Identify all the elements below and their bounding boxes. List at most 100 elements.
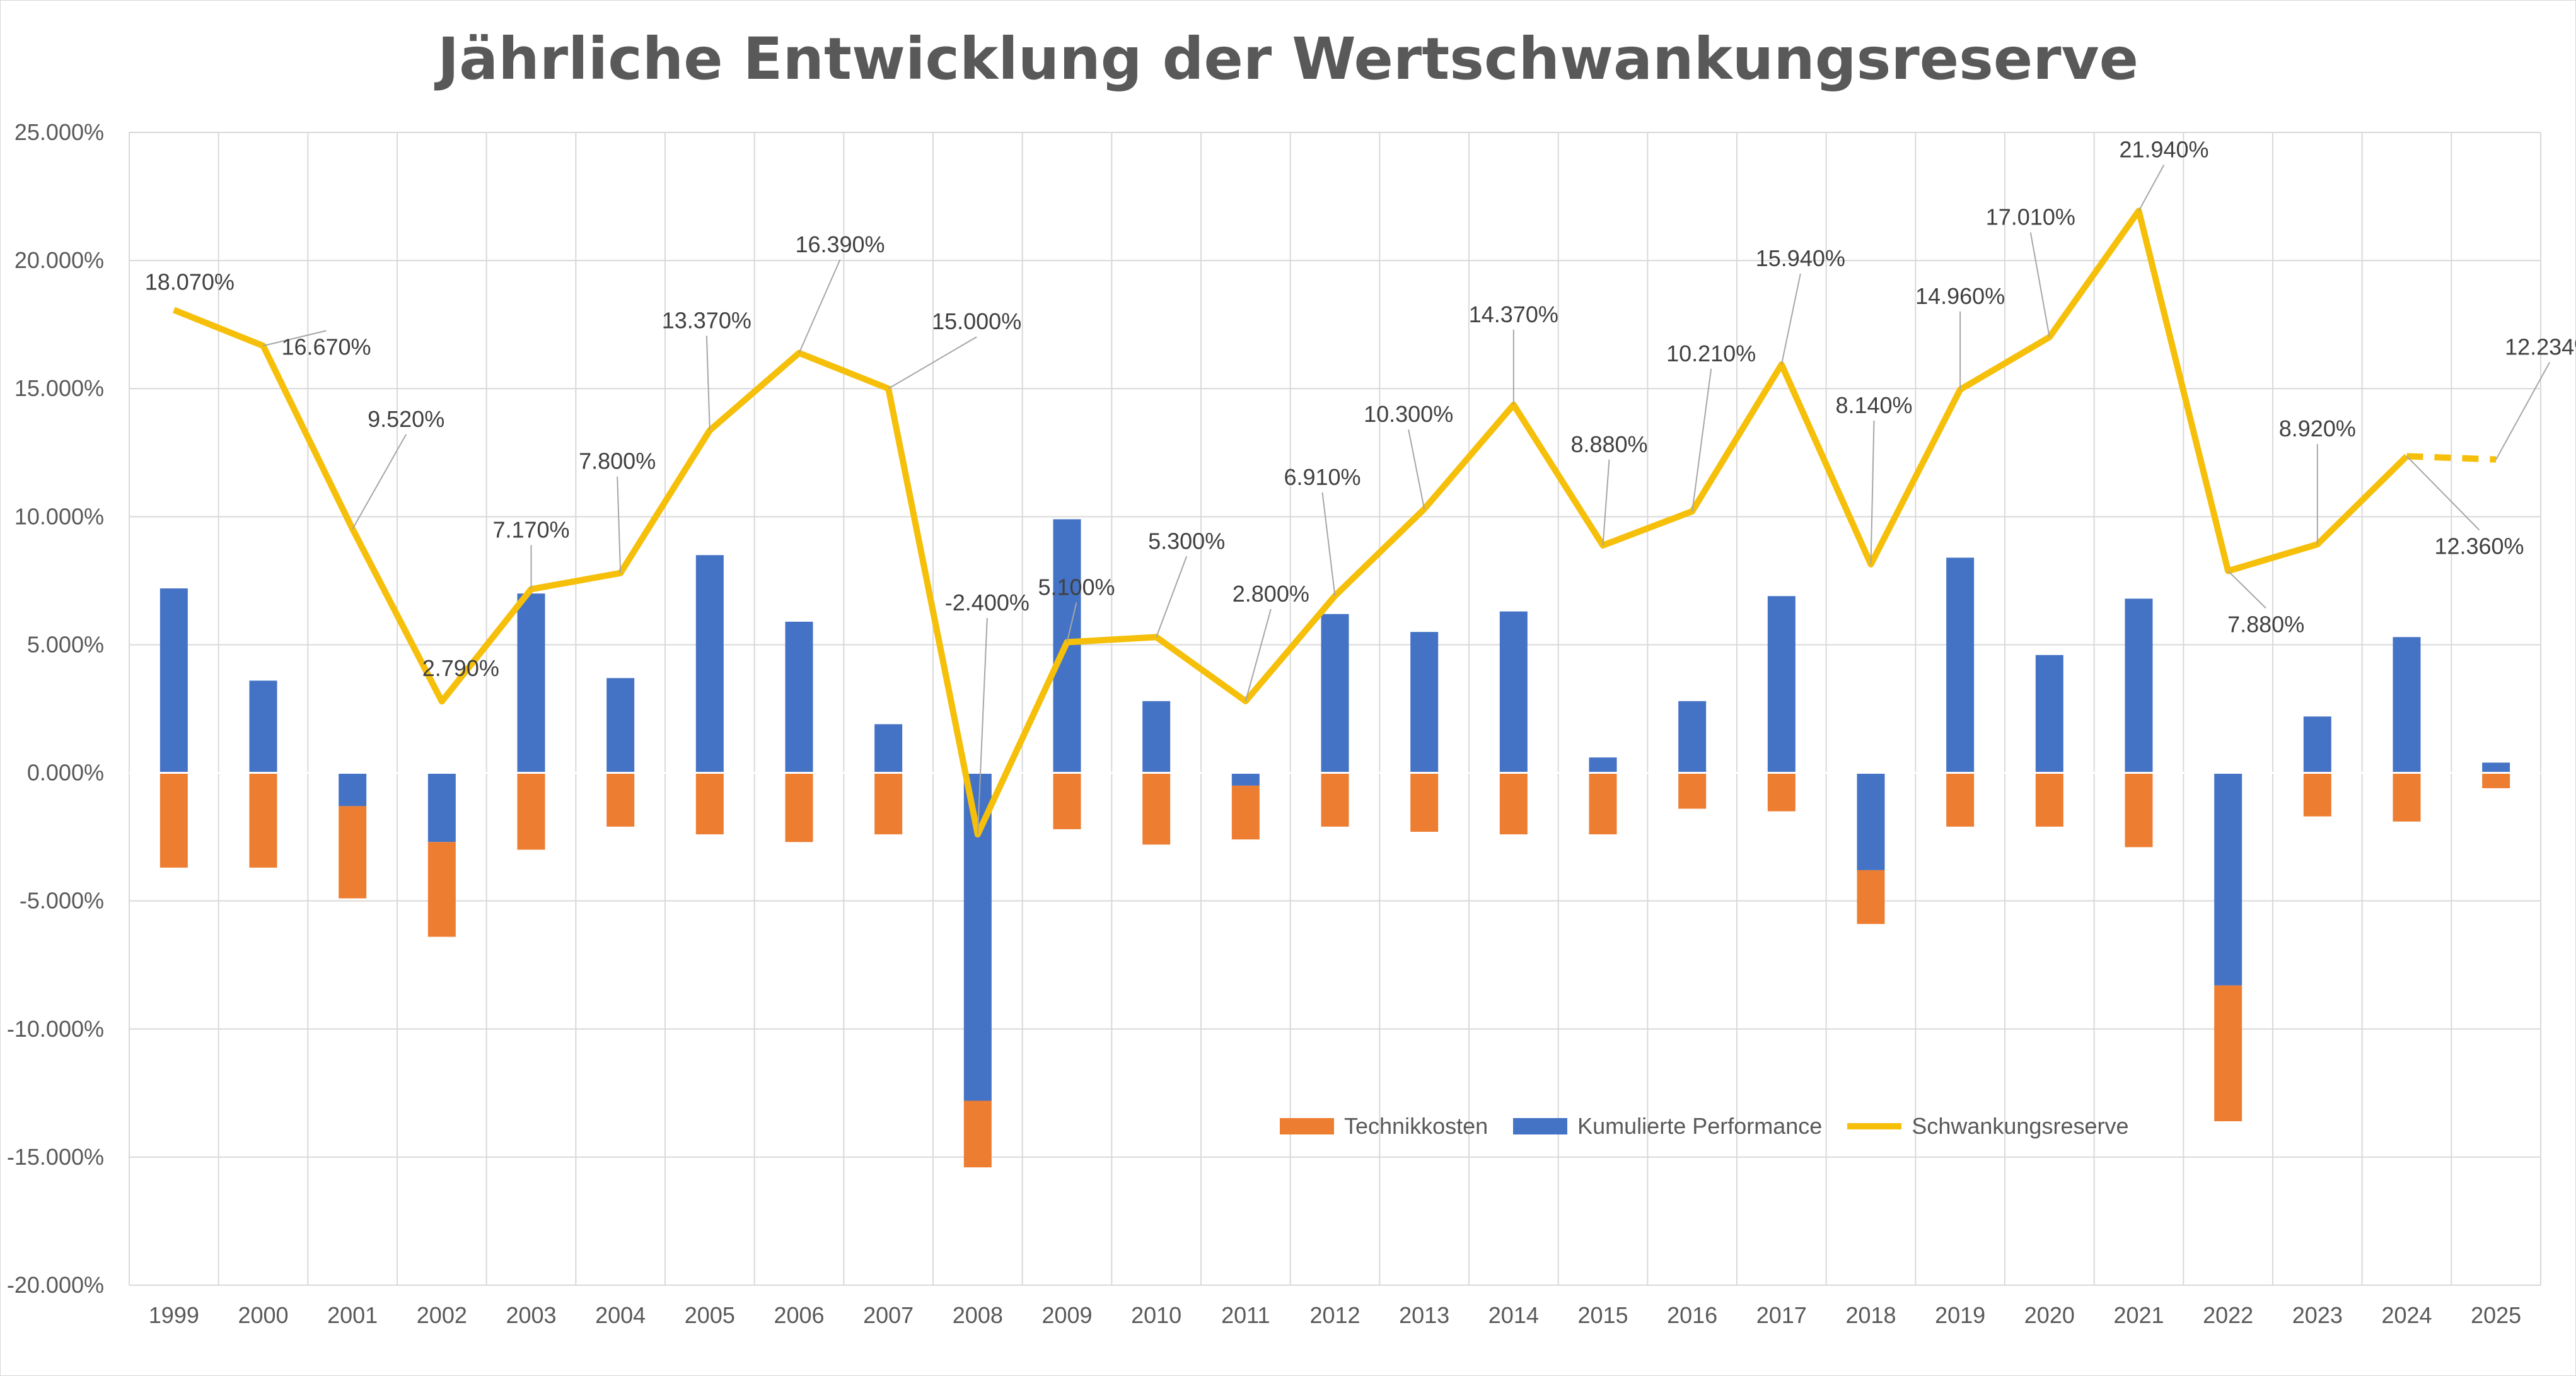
leader-line: [2495, 362, 2551, 460]
x-tick-label: 2021: [2113, 1302, 2164, 1328]
bar-performance: [2303, 716, 2331, 773]
leader-line: [798, 259, 841, 354]
bar-performance: [2482, 762, 2510, 773]
reserve-data-label: 12.360%: [2434, 533, 2524, 559]
x-tick-label: 2020: [2024, 1302, 2075, 1328]
bar-technikkosten: [1499, 773, 1528, 835]
x-tick-label: 2024: [2381, 1302, 2432, 1328]
bar-technikkosten: [1231, 785, 1260, 840]
reserve-data-label: 2.790%: [422, 655, 499, 681]
leader-line: [705, 335, 711, 431]
reserve-data-label: 13.370%: [662, 307, 751, 333]
x-tick-label: 2004: [595, 1302, 646, 1328]
x-tick-label: 2008: [953, 1302, 1003, 1328]
reserve-data-label: 15.000%: [932, 308, 1021, 334]
reserve-data-label: 15.940%: [1756, 245, 1845, 271]
leader-line: [977, 618, 988, 835]
x-tick-label: 2005: [685, 1302, 735, 1328]
x-tick-label: 2017: [1756, 1302, 1807, 1328]
legend-label-performance: Kumulierte Performance: [1577, 1113, 1823, 1139]
leader-line: [1870, 420, 1875, 564]
legend-swatch-schwankungsreserve: [1847, 1123, 1902, 1129]
leader-line: [1408, 429, 1425, 510]
legend-label-technikkosten: Technikkosten: [1344, 1113, 1488, 1139]
x-tick-label: 2002: [417, 1302, 467, 1328]
bar-technikkosten: [695, 773, 724, 835]
y-tick-label: 25.000%: [15, 119, 104, 145]
bar-technikkosten: [2482, 773, 2510, 788]
legend-item-performance: Kumulierte Performance: [1513, 1113, 1822, 1140]
x-tick-label: 2016: [1667, 1302, 1717, 1328]
data-labels: 18.070% 16.670% 9.520% 2.790% 7.170% 7.800% 13…: [145, 136, 2576, 835]
leader-line: [1156, 556, 1188, 638]
y-tick-label: -15.000%: [7, 1144, 104, 1170]
x-axis-tick-labels: 1999 2000 2001 2002 2003 2004 2005 2006 2007 2008…: [149, 1302, 2521, 1328]
leader-line: [2406, 455, 2480, 531]
reserve-data-label: 17.010%: [1986, 204, 2075, 230]
leader-line: [1066, 602, 1077, 643]
reserve-data-label: 5.100%: [1038, 574, 1115, 600]
reserve-data-label: 16.670%: [281, 334, 371, 359]
bar-technikkosten: [1053, 773, 1081, 829]
bar-performance: [1857, 773, 1885, 870]
bar-technikkosten: [2125, 773, 2153, 848]
y-tick-label: 20.000%: [15, 247, 104, 273]
bar-performance: [1231, 773, 1260, 786]
y-tick-label: -10.000%: [7, 1016, 104, 1042]
leader-line: [1602, 459, 1610, 545]
reserve-data-label: 8.140%: [1835, 392, 1912, 418]
bar-performance: [785, 621, 813, 773]
legend-label-schwankungsreserve: Schwankungsreserve: [1912, 1113, 2129, 1139]
bar-technikkosten: [2393, 773, 2421, 822]
reserve-line: [172, 207, 2497, 838]
leader-line: [2029, 232, 2050, 337]
reserve-data-label: 21.940%: [2119, 136, 2208, 162]
reserve-data-label: 8.920%: [2279, 416, 2356, 441]
x-tick-label: 2009: [1041, 1302, 1092, 1328]
y-tick-label: -20.000%: [7, 1272, 104, 1298]
leader-line: [2138, 164, 2165, 211]
bar-performance: [339, 773, 367, 807]
bar-technikkosten: [249, 773, 277, 868]
reserve-data-label: -2.400%: [945, 590, 1030, 615]
x-tick-label: 2025: [2471, 1302, 2521, 1328]
y-tick-label: -5.000%: [20, 888, 104, 914]
bar-technikkosten: [339, 806, 367, 899]
x-tick-label: 2022: [2203, 1302, 2253, 1328]
reserve-data-label: 14.960%: [1915, 283, 2005, 309]
bar-performance: [1499, 611, 1528, 773]
bar-technikkosten: [1142, 773, 1171, 845]
y-tick-label: 0.000%: [27, 760, 104, 786]
reserve-data-label: 2.800%: [1233, 581, 1309, 607]
bar-technikkosten: [2035, 773, 2063, 827]
bar-performance: [1321, 614, 1349, 773]
x-tick-label: 2013: [1399, 1302, 1449, 1328]
legend-swatch-technikkosten: [1280, 1118, 1334, 1134]
bar-technikkosten: [963, 1100, 992, 1168]
bar-technikkosten: [160, 773, 188, 868]
legend-swatch-performance: [1513, 1118, 1568, 1134]
leader-line: [2227, 570, 2266, 609]
bar-performance: [695, 555, 724, 773]
leader-line: [1244, 609, 1272, 702]
reserve-data-label: 5.300%: [1148, 528, 1225, 554]
bar-performance: [2035, 655, 2063, 773]
leader-line: [617, 476, 622, 573]
bar-technikkosten: [1946, 773, 1975, 827]
x-tick-label: 2015: [1577, 1302, 1628, 1328]
bar-performance: [2125, 598, 2153, 773]
x-tick-label: 2006: [774, 1302, 824, 1328]
reserve-data-label: 9.520%: [368, 406, 444, 432]
bar-performance: [1946, 557, 1975, 773]
bar-performance: [1589, 757, 1617, 773]
bar-technikkosten: [2303, 773, 2331, 817]
bar-technikkosten: [2214, 985, 2242, 1122]
bar-performance: [1410, 632, 1439, 773]
bar-technikkosten: [517, 773, 545, 850]
bar-technikkosten: [427, 842, 456, 937]
x-tick-label: 2014: [1488, 1302, 1539, 1328]
leader-line: [1691, 368, 1712, 511]
y-tick-label: 10.000%: [15, 503, 104, 529]
bar-performance: [2393, 637, 2421, 773]
x-tick-label: 2011: [1221, 1302, 1270, 1328]
